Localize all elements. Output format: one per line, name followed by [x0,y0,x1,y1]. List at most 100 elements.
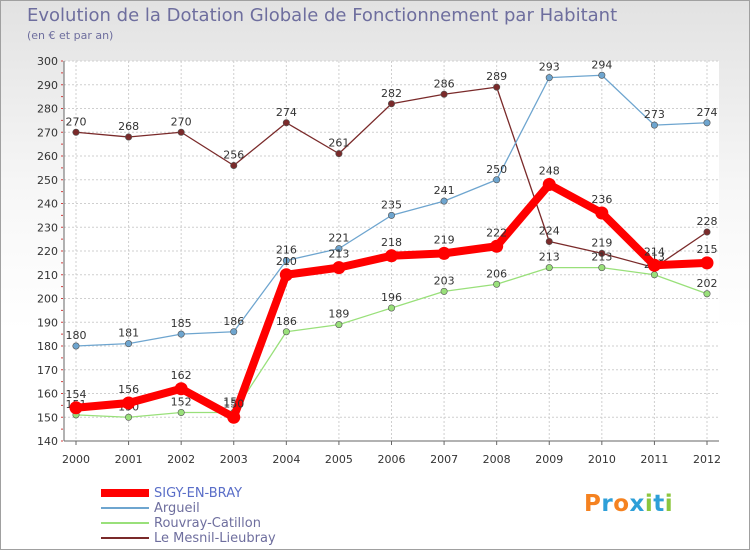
data-label-argueil: 235 [381,198,402,211]
data-point-le-mesnil-lieubray [703,228,711,236]
y-tick-label: 280 [37,103,58,116]
data-point-sigy-en-bray [490,239,504,253]
data-point-le-mesnil-lieubray [387,100,395,108]
data-label-argueil: 180 [66,329,87,342]
data-label-sigy-en-bray: 150 [223,397,244,410]
legend-label: Rouvray-Catillon [154,516,261,531]
data-label-le-mesnil-lieubray: 286 [434,77,455,90]
data-label-sigy-en-bray: 154 [66,388,87,401]
data-point-argueil [545,74,553,82]
data-label-sigy-en-bray: 210 [276,255,297,268]
data-label-sigy-en-bray: 219 [434,233,455,246]
data-point-le-mesnil-lieubray [282,119,290,127]
data-label-argueil: 293 [539,61,560,74]
data-label-rouvray-catillon: 186 [276,315,297,328]
y-tick-label: 180 [37,340,58,353]
x-tick-label: 2000 [62,453,90,466]
data-point-le-mesnil-lieubray [72,128,80,136]
data-label-rouvray-catillon: 213 [539,251,560,264]
data-point-argueil [335,245,343,253]
x-tick-label: 2001 [115,453,143,466]
data-label-sigy-en-bray: 236 [591,193,612,206]
data-point-sigy-en-bray [647,258,661,272]
x-tick-label: 2004 [272,453,300,466]
data-label-argueil: 294 [591,58,612,71]
data-point-le-mesnil-lieubray [177,128,185,136]
y-tick-label: 260 [37,150,58,163]
data-label-le-mesnil-lieubray: 282 [381,87,402,100]
data-label-rouvray-catillon: 206 [486,267,507,280]
y-tick-label: 230 [37,221,58,234]
data-point-sigy-en-bray [385,249,398,263]
data-label-argueil: 186 [223,315,244,328]
y-tick-label: 220 [37,245,58,258]
data-label-le-mesnil-lieubray: 219 [591,236,612,249]
x-tick-label: 2006 [378,453,406,466]
data-point-sigy-en-bray [174,382,188,396]
data-point-rouvray-catillon [177,408,185,416]
data-point-argueil [72,342,80,350]
legend-swatch [101,537,149,539]
y-tick-label: 200 [37,293,58,306]
x-tick-label: 2003 [220,453,248,466]
y-tick-label: 160 [37,388,58,401]
legend-label: Argueil [154,501,200,516]
data-point-sigy-en-bray [437,246,451,260]
data-point-argueil [282,256,290,264]
data-point-rouvray-catillon [703,290,711,298]
data-point-argueil [125,340,133,348]
data-label-rouvray-catillon: 152 [171,396,192,409]
data-point-sigy-en-bray [595,206,609,220]
data-point-argueil [493,176,501,184]
data-label-sigy-en-bray: 214 [644,245,665,258]
legend-swatch [101,522,149,524]
data-label-le-mesnil-lieubray: 256 [223,149,244,162]
data-label-le-mesnil-lieubray: 228 [697,215,718,228]
data-label-argueil: 221 [328,232,349,245]
x-tick-label: 2005 [325,453,353,466]
y-tick-label: 170 [37,364,58,377]
data-label-le-mesnil-lieubray: 224 [539,225,560,238]
data-point-le-mesnil-lieubray [493,83,501,91]
data-point-le-mesnil-lieubray [230,162,238,170]
data-label-argueil: 274 [697,106,718,119]
data-label-le-mesnil-lieubray: 270 [171,115,192,128]
data-label-rouvray-catillon: 196 [381,291,402,304]
data-label-argueil: 181 [118,327,139,340]
y-tick-label: 290 [37,79,58,92]
data-label-rouvray-catillon: 213 [591,251,612,264]
x-tick-label: 2007 [430,453,458,466]
x-tick-label: 2009 [535,453,563,466]
data-label-sigy-en-bray: 213 [328,248,349,261]
data-point-le-mesnil-lieubray [598,249,606,257]
data-label-sigy-en-bray: 215 [697,243,718,256]
data-point-rouvray-catillon [650,271,658,279]
data-point-argueil [650,121,658,129]
data-point-argueil [703,119,711,127]
data-point-rouvray-catillon [493,280,501,288]
legend-swatch [101,489,149,497]
data-label-argueil: 241 [434,184,455,197]
y-tick-label: 210 [37,269,58,282]
logo-letter: i [644,491,654,517]
data-label-sigy-en-bray: 218 [381,236,402,249]
data-point-argueil [440,197,448,205]
x-tick-label: 2002 [167,453,195,466]
data-label-argueil: 250 [486,163,507,176]
data-point-argueil [177,330,185,338]
data-point-sigy-en-bray [332,261,346,275]
y-tick-label: 190 [37,316,58,329]
legend-label: Le Mesnil-Lieubray [154,531,276,546]
data-label-le-mesnil-lieubray: 274 [276,106,297,119]
chart-title: Evolution de la Dotation Globale de Fonc… [27,5,618,26]
data-point-rouvray-catillon [282,328,290,336]
y-tick-label: 240 [37,198,58,211]
data-point-rouvray-catillon [387,304,395,312]
data-label-rouvray-catillon: 203 [434,274,455,287]
data-point-argueil [387,211,395,219]
data-point-rouvray-catillon [335,321,343,329]
data-label-le-mesnil-lieubray: 270 [66,115,87,128]
data-point-le-mesnil-lieubray [440,90,448,98]
